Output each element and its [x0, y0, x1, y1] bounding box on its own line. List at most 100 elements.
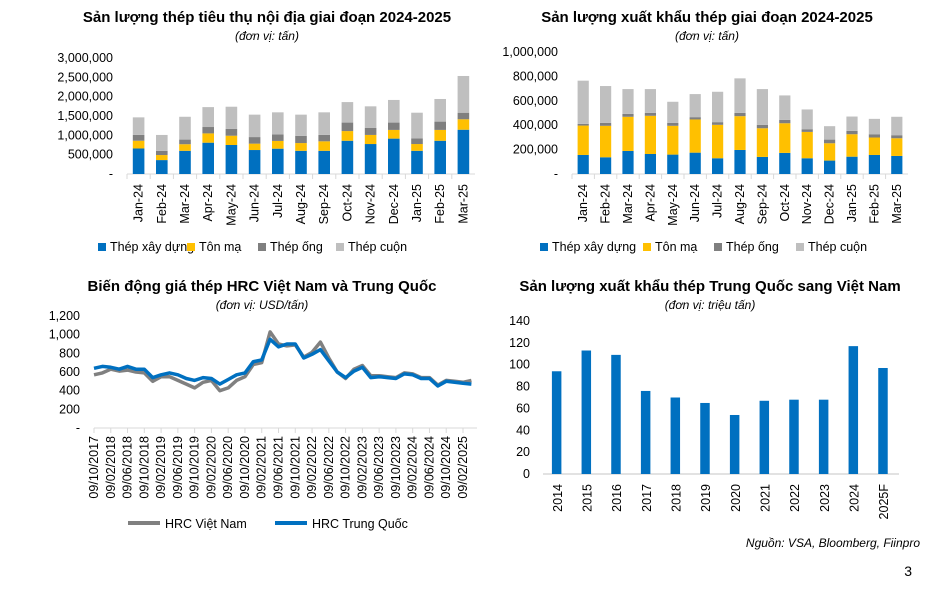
bar-segment: [756, 89, 768, 125]
legend-swatch: [258, 243, 266, 251]
legend-swatch: [540, 243, 548, 251]
bar-segment: [318, 112, 330, 135]
bar-segment: [202, 127, 214, 134]
bar-segment: [132, 117, 145, 135]
x-tick-label: 09/10/2017: [87, 436, 101, 499]
legend-swatch: [98, 243, 106, 251]
x-tick-label: 09/10/2020: [238, 436, 252, 499]
bar-segment: [272, 140, 284, 149]
x-tick-label: 09/06/2023: [372, 436, 386, 499]
y-tick-label: 400,000: [513, 118, 558, 132]
legend-label: Thép ống: [270, 240, 323, 254]
bar-segment: [689, 119, 701, 153]
bar-segment: [600, 157, 612, 174]
x-tick-label: 09/10/2019: [188, 436, 202, 499]
x-tick-label: 09/10/2021: [288, 436, 302, 499]
x-tick-label: 09/10/2023: [389, 436, 403, 499]
chart-subtitle: (đơn vị: triệu tấn): [665, 298, 756, 312]
x-tick-label: Dec-24: [823, 184, 837, 224]
bar-segment: [318, 134, 330, 142]
x-tick-label: 09/02/2022: [305, 436, 319, 499]
bar-segment: [341, 140, 354, 174]
y-tick-label: -: [76, 421, 80, 435]
y-tick-label: 600: [59, 365, 80, 379]
y-tick-label: 80: [516, 380, 530, 394]
bar-segment: [779, 123, 791, 153]
legend-swatch: [714, 243, 722, 251]
bar-segment: [600, 122, 612, 126]
x-tick-label: May-24: [224, 184, 238, 226]
bar-segment: [132, 134, 145, 141]
bar-segment: [622, 89, 634, 114]
chart-title: Sản lượng xuất khẩu thép giai đoạn 2024-…: [541, 9, 873, 26]
legend-label: Thép cuộn: [348, 240, 407, 254]
x-tick-label: 2016: [610, 484, 624, 512]
bar-segment: [712, 122, 724, 125]
bar-segment: [202, 107, 214, 128]
chart-3: Sản lượng xuất khẩu thép Trung Quốc sang…: [509, 278, 901, 519]
bar-segment: [846, 116, 858, 131]
y-tick-label: 60: [516, 401, 530, 415]
x-tick-label: 2023: [818, 484, 832, 512]
y-tick-label: 1,000,000: [502, 45, 558, 59]
bar-segment: [225, 128, 238, 136]
x-tick-label: Jan-24: [132, 184, 146, 222]
bar-segment: [341, 122, 354, 132]
bar-segment: [577, 123, 589, 126]
y-tick-label: 120: [509, 336, 530, 350]
bar-segment: [734, 149, 746, 174]
x-tick-label: May-24: [666, 184, 680, 226]
y-tick-label: 1,500,000: [57, 109, 113, 123]
y-tick-label: 500,000: [68, 148, 113, 162]
bar: [729, 414, 740, 474]
x-tick-label: 09/10/2024: [439, 436, 453, 499]
y-tick-label: -: [109, 167, 113, 181]
bar-segment: [202, 133, 214, 143]
y-tick-label: 600,000: [513, 94, 558, 108]
chart-1: Sản lượng xuất khẩu thép giai đoạn 2024-…: [502, 9, 908, 254]
bar-segment: [801, 158, 813, 174]
y-tick-label: 1,200: [49, 309, 80, 323]
x-tick-label: 09/02/2025: [456, 436, 470, 499]
y-tick-label: 400: [59, 384, 80, 398]
chart-subtitle: (đơn vị: tấn): [235, 29, 299, 43]
bar-segment: [179, 139, 191, 145]
bar-segment: [644, 112, 656, 116]
bar-segment: [388, 122, 400, 130]
bar: [818, 399, 829, 474]
legend-label: Tôn mạ: [199, 240, 241, 254]
bar-segment: [202, 142, 214, 174]
y-tick-label: 2,000,000: [57, 90, 113, 104]
bar-segment: [712, 91, 724, 123]
bar-segment: [225, 106, 238, 129]
bar-segment: [364, 134, 377, 145]
x-tick-label: Sep-24: [317, 184, 331, 224]
bar-segment: [756, 156, 768, 174]
bar-segment: [846, 130, 858, 135]
bar-segment: [248, 150, 261, 174]
bar: [640, 390, 651, 474]
bar-segment: [364, 127, 377, 135]
x-tick-label: Mar-24: [178, 184, 192, 224]
y-tick-label: 0: [523, 467, 530, 481]
x-tick-label: 09/06/2024: [422, 436, 436, 499]
source-note: Nguồn: VSA, Bloomberg, Fiinpro: [746, 536, 920, 550]
x-tick-label: 09/06/2019: [171, 436, 185, 499]
bar-segment: [779, 95, 791, 120]
bar-segment: [341, 131, 354, 141]
bar-segment: [734, 78, 746, 113]
bar: [670, 397, 681, 474]
bar-segment: [600, 125, 612, 158]
x-tick-label: 2025F: [877, 484, 891, 520]
x-tick-label: Feb-25: [433, 184, 447, 224]
bar-segment: [341, 102, 354, 123]
chart-subtitle: (đơn vị: tấn): [675, 29, 739, 43]
x-tick-label: 2019: [699, 484, 713, 512]
x-tick-label: Jan-24: [576, 184, 590, 222]
x-tick-label: 09/02/2018: [104, 436, 118, 499]
bar-segment: [824, 143, 836, 161]
x-tick-label: 2017: [640, 484, 654, 512]
x-tick-label: Apr-24: [201, 184, 215, 222]
x-tick-label: Sep-24: [755, 184, 769, 224]
